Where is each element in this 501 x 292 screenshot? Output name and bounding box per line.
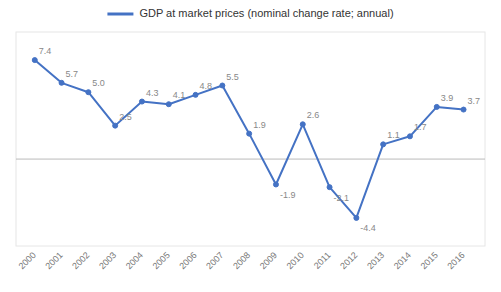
- data-label: 7.4: [39, 46, 52, 56]
- point: [247, 131, 252, 136]
- data-label: 3.7: [468, 96, 481, 106]
- plot-data: [32, 58, 466, 221]
- data-label: -4.4: [360, 223, 376, 233]
- data-label: 5.5: [226, 72, 239, 82]
- data-label: 4.8: [200, 81, 213, 91]
- x-tick-label: 2000: [17, 250, 38, 271]
- data-label: 4.1: [173, 90, 186, 100]
- point: [300, 122, 305, 127]
- legend-item: GDP at market prices (nominal change rat…: [107, 7, 393, 19]
- x-tick-label: 2002: [70, 250, 91, 271]
- data-label: 5.0: [92, 78, 105, 88]
- x-tick-label: 2010: [285, 250, 306, 271]
- legend-label: GDP at market prices (nominal change rat…: [139, 7, 393, 19]
- data-label: 1.9: [253, 120, 266, 130]
- x-tick-label: 2004: [124, 250, 145, 271]
- plot-frame: [16, 32, 485, 246]
- x-tick-label: 2001: [43, 250, 64, 271]
- x-tick-label: 2005: [151, 250, 172, 271]
- x-tick-label: 2011: [312, 250, 333, 271]
- data-label: 2.6: [307, 110, 320, 120]
- y-reference-lines: [16, 159, 485, 160]
- data-label: -1.9: [280, 190, 296, 200]
- data-label: 5.7: [66, 69, 79, 79]
- point: [139, 99, 144, 104]
- x-tick-label: 2008: [231, 250, 252, 271]
- data-label: 1.7: [414, 122, 427, 132]
- point: [220, 83, 225, 88]
- point: [86, 90, 91, 95]
- x-tick-label: 2014: [392, 250, 413, 271]
- legend-swatch: [107, 13, 133, 16]
- x-tick-label: 2015: [419, 250, 440, 271]
- x-axis: 20002001 2002 2003 2004 20052006 2007 2008 2009…: [17, 250, 467, 271]
- x-tick-label: 2013: [365, 250, 386, 271]
- point: [327, 185, 332, 190]
- data-label: 4.3: [146, 88, 159, 98]
- x-tick-label: 2007: [204, 250, 225, 271]
- legend: GDP at market prices (nominal change rat…: [107, 7, 393, 19]
- x-tick-label: 2003: [97, 250, 118, 271]
- point: [461, 107, 466, 112]
- data-label: -2.1: [334, 193, 350, 203]
- line: [35, 60, 464, 218]
- x-tick-label: 2016: [445, 250, 466, 271]
- zero-line: [16, 159, 485, 160]
- data-labels: 7.4 5.7 5.0 2.5 4.3 4.1 4.8 5.5 1.9 -1.9 2.6 -2.1 -4…: [39, 46, 480, 233]
- data-label: 3.9: [441, 93, 454, 103]
- x-tick-label: 2012: [338, 250, 359, 271]
- point: [381, 142, 386, 147]
- point: [273, 182, 278, 187]
- point: [434, 104, 439, 109]
- x-tick-label: 2009: [258, 250, 279, 271]
- point: [59, 80, 64, 85]
- point: [166, 102, 171, 107]
- point: [32, 58, 37, 63]
- point: [193, 92, 198, 97]
- chart: 20002001 2002 2003 2004 20052006 2007 2008 2009…: [0, 0, 501, 292]
- point: [113, 123, 118, 128]
- data-label: 2.5: [119, 112, 132, 122]
- point: [354, 215, 359, 220]
- data-label: 1.1: [387, 130, 400, 140]
- point: [407, 134, 412, 139]
- x-tick-label: 2006: [177, 250, 198, 271]
